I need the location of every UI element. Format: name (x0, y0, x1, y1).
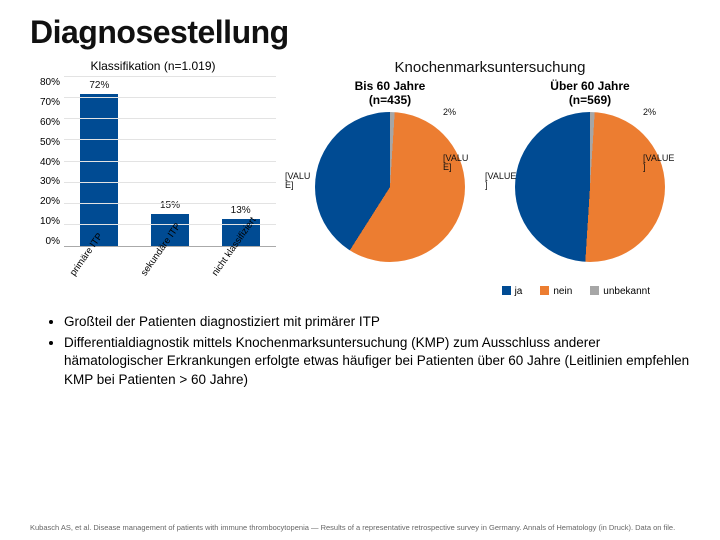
ytick-label: 40% (30, 157, 60, 168)
bar-chart-xaxis: primäre ITPsekundäre ITPnicht klassifizi… (64, 251, 276, 305)
bar-chart-title: Klassifikation (n=1.019) (30, 59, 276, 73)
gridline (64, 76, 276, 77)
pie-left-title: Bis 60 Jahre (n=435) (290, 80, 490, 108)
charts-row: Klassifikation (n=1.019) 80% 70% 60% 50% 40%… (30, 59, 690, 305)
gridline (64, 118, 276, 119)
slice-label-nein: [VALU E] (443, 154, 468, 173)
pie-right-block: Über 60 Jahre (n=569) 2%[VALUE ][VALUE ] (490, 80, 690, 262)
pie-left-chart (315, 112, 465, 262)
page-title: Diagnosestellung (30, 14, 690, 51)
ytick-label: 70% (30, 97, 60, 108)
pie-right-title-l1: Über 60 Jahre (550, 79, 629, 93)
bar-chart-yaxis: 80% 70% 60% 50% 40% 30% 20% 10% 0% (30, 77, 64, 247)
bullet-list: Großteil der Patienten diagnostiziert mi… (64, 313, 690, 389)
bar-category-label: nicht klassifiziert (210, 241, 276, 303)
legend-label: ja (515, 286, 523, 297)
legend-swatch (540, 286, 549, 295)
gridline (64, 182, 276, 183)
bar-chart-panel: Klassifikation (n=1.019) 80% 70% 60% 50% 40%… (30, 59, 276, 305)
bar-value-label: 13% (231, 205, 251, 216)
ytick-label: 60% (30, 117, 60, 128)
legend-item-unbekannt: unbekannt (590, 286, 650, 297)
pie-left-title-l1: Bis 60 Jahre (355, 79, 426, 93)
gridline (64, 139, 276, 140)
ytick-label: 20% (30, 196, 60, 207)
pie-right: 2%[VALUE ][VALUE ] (515, 112, 665, 262)
pie-left-title-l2: (n=435) (369, 93, 411, 107)
legend-label: unbekannt (603, 286, 650, 297)
citation-text: Kubasch AS, et al. Disease management of… (30, 523, 690, 532)
slice-label-unbekannt: 2% (443, 108, 456, 117)
legend-swatch (502, 286, 511, 295)
pie-panel-heading: Knochenmarksuntersuchung (290, 59, 690, 76)
bar-value-label: 72% (89, 80, 109, 91)
pie-right-title: Über 60 Jahre (n=569) (490, 80, 690, 108)
slice-label-unbekannt: 2% (643, 108, 656, 117)
bar-category-label: primäre ITP (68, 241, 134, 303)
pie-legend: ja nein unbekannt (290, 286, 690, 297)
ytick-label: 10% (30, 216, 60, 227)
legend-label: nein (553, 286, 572, 297)
ytick-label: 30% (30, 176, 60, 187)
pie-left: 2%[VALU E][VALU E] (315, 112, 465, 262)
ytick-label: 0% (30, 236, 60, 247)
pie-panel: Knochenmarksuntersuchung Bis 60 Jahre (n… (290, 59, 690, 297)
bar-chart: 80%70%60%50%40%30%20%10%0% 72%15%13% (30, 77, 276, 247)
gridline (64, 97, 276, 98)
legend-item-nein: nein (540, 286, 572, 297)
slice-label-ja: [VALUE ] (485, 172, 516, 191)
ytick-label: 50% (30, 137, 60, 148)
pie-right-title-l2: (n=569) (569, 93, 611, 107)
pie-right-chart (515, 112, 665, 262)
slice-label-ja: [VALU E] (285, 172, 310, 191)
legend-item-ja: ja (502, 286, 523, 297)
ytick-label: 80% (30, 77, 60, 88)
bullet-item: Differentialdiagnostik mittels Knochenma… (64, 334, 690, 389)
slice-label-nein: [VALUE ] (643, 154, 674, 173)
bar-category-label: sekundäre ITP (139, 241, 205, 303)
gridline (64, 203, 276, 204)
legend-swatch (590, 286, 599, 295)
pie-left-block: Bis 60 Jahre (n=435) 2%[VALU E][VALU E] (290, 80, 490, 262)
gridline (64, 161, 276, 162)
bullet-item: Großteil der Patienten diagnostiziert mi… (64, 313, 690, 331)
